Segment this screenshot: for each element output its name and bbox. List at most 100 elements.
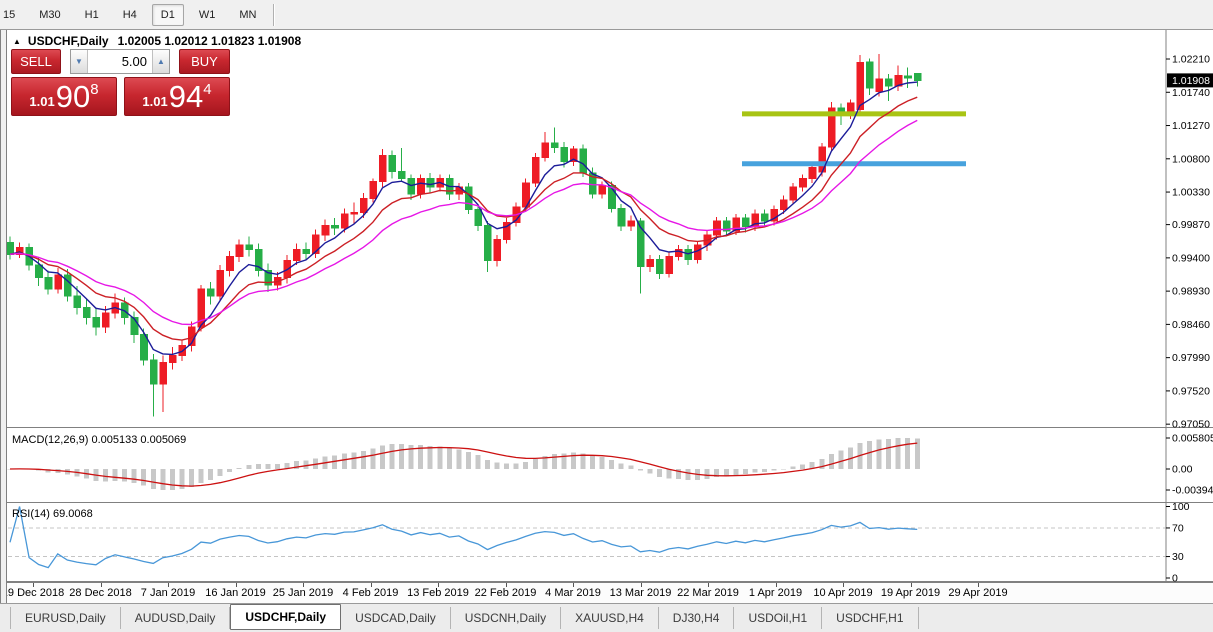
date-axis-tick [33,583,34,587]
chart-tab-xauusd-h4[interactable]: XAUUSD,H4 [561,607,659,629]
macd-histogram-bar [733,469,739,475]
horizontal-level-line [742,161,966,167]
macd-histogram-bar [752,469,758,473]
bid-price-box[interactable]: 1.01 90 8 [11,77,117,116]
macd-histogram-bar [637,469,643,471]
panel-separator [0,502,1213,503]
timeframe-button-h4[interactable]: H4 [114,4,146,26]
rsi-axis-label: 100 [1172,501,1190,513]
macd-histogram-bar [227,469,233,472]
candle-body [493,238,502,262]
candle-body [589,172,597,195]
chart-tab-usdcad-daily[interactable]: USDCAD,Daily [341,607,451,629]
macd-histogram-bar [160,469,166,490]
ask-price-box[interactable]: 1.01 94 4 [124,77,230,116]
bid-prefix: 1.01 [29,94,55,109]
date-axis-label: 29 Apr 2019 [948,587,1008,599]
candle-body [302,248,311,255]
candle-body [484,224,492,262]
chart-area[interactable]: 1.02210 1.01740 1.01270 1.00800 1.00330 0.998… [0,30,1213,582]
date-axis[interactable]: 19 Dec 2018 28 Dec 2018 7 Jan 2019 16 Jan 2… [0,582,1213,603]
candle-body [503,221,511,240]
timeframe-button-w1[interactable]: W1 [190,4,225,26]
chart-tab-dj30-h4[interactable]: DJ30,H4 [659,607,735,629]
price-axis-label: 1.01740 [1172,87,1210,99]
candle-body [44,277,53,290]
macd-histogram-bar [656,469,662,478]
macd-histogram-bar [485,459,490,469]
timeframe-button-h1[interactable]: H1 [76,4,108,26]
candle-body [73,295,81,308]
candle-body [102,312,110,328]
candle-body [827,107,836,148]
volume-input[interactable] [88,50,152,73]
macd-histogram-bar [618,463,624,469]
macd-histogram-bar [551,453,557,469]
macd-axis-label: -0.003945 [1172,485,1213,497]
candle-body [369,180,377,199]
chart-tab-usdchf-h1[interactable]: USDCHF,H1 [822,607,919,629]
candle-body [464,186,473,211]
macd-histogram-bar [217,469,223,476]
macd-histogram-bar [771,469,777,471]
rsi-indicator-label: RSI(14) 69.0068 [12,508,93,520]
macd-signal-line [9,442,918,487]
candle-body [312,234,320,255]
macd-histogram-bar [418,445,424,469]
timeframe-button-15[interactable]: 15 [0,4,24,26]
volume-decrease-button[interactable]: ▼ [71,50,88,73]
timeframe-button-d1[interactable]: D1 [151,3,184,26]
macd-histogram-bar [714,469,720,478]
sell-button[interactable]: SELL [11,49,61,74]
candle-body [560,146,569,163]
candle-body [35,264,43,279]
timeframe-button-mn[interactable]: MN [230,4,265,26]
macd-histogram-bar [876,439,882,469]
macd-histogram-bar [427,446,433,469]
timeframe-toolbar: 15 M30 H1 H4 D1 W1 MN [0,0,1213,30]
candle-body [216,270,225,297]
macd-histogram-bar [666,469,672,479]
candle-body [149,359,158,385]
price-axis-label: 1.02210 [1172,54,1210,66]
candle-body [789,186,798,201]
date-axis-tick [438,583,439,587]
price-axis-label: 0.97050 [1172,419,1210,431]
chart-tab-usdchf-daily[interactable]: USDCHF,Daily [230,604,342,630]
candle-body [226,255,234,272]
macd-histogram-bar [905,438,911,469]
window-left-splitter[interactable] [0,30,7,603]
candle-body [636,220,645,267]
candle-body [350,212,358,215]
candle-body [875,78,884,93]
macd-histogram-bar [742,469,748,475]
macd-histogram-bar [408,445,414,469]
date-axis-label: 25 Jan 2019 [272,587,334,599]
volume-increase-button[interactable]: ▲ [152,50,169,73]
price-axis-label: 1.01270 [1172,120,1210,132]
chart-tab-usdoil-h1[interactable]: USDOil,H1 [734,607,823,629]
ma-slow-line [9,119,918,326]
candle-body [627,220,635,227]
collapse-triangle-icon[interactable]: ▲ [13,37,21,46]
timeframe-button-m30[interactable]: M30 [30,4,69,26]
date-axis-label: 7 Jan 2019 [140,587,196,599]
macd-histogram-bar [399,443,405,469]
macd-histogram-bar [809,462,815,469]
date-axis-label: 19 Dec 2018 [1,587,65,599]
panel-separator [0,428,1213,429]
chart-tab-audusd-daily[interactable]: AUDUSD,Daily [121,607,231,629]
candle-body [722,220,731,232]
macd-histogram-bar [628,465,634,469]
chart-tab-usdcnh-daily[interactable]: USDCNH,Daily [451,607,562,629]
price-axis-label: 0.98930 [1172,286,1210,298]
ask-prefix: 1.01 [142,94,168,109]
price-chart-canvas[interactable]: 1.02210 1.01740 1.01270 1.00800 1.00330 0.998… [0,30,1213,582]
macd-histogram-bar [685,469,691,481]
chart-tab-eurusd-daily[interactable]: EURUSD,Daily [10,607,121,629]
candle-body [207,288,215,297]
panel-separator [0,427,1213,428]
buy-button[interactable]: BUY [179,49,230,74]
macd-histogram-bar [819,458,825,469]
date-axis-tick [978,583,979,587]
